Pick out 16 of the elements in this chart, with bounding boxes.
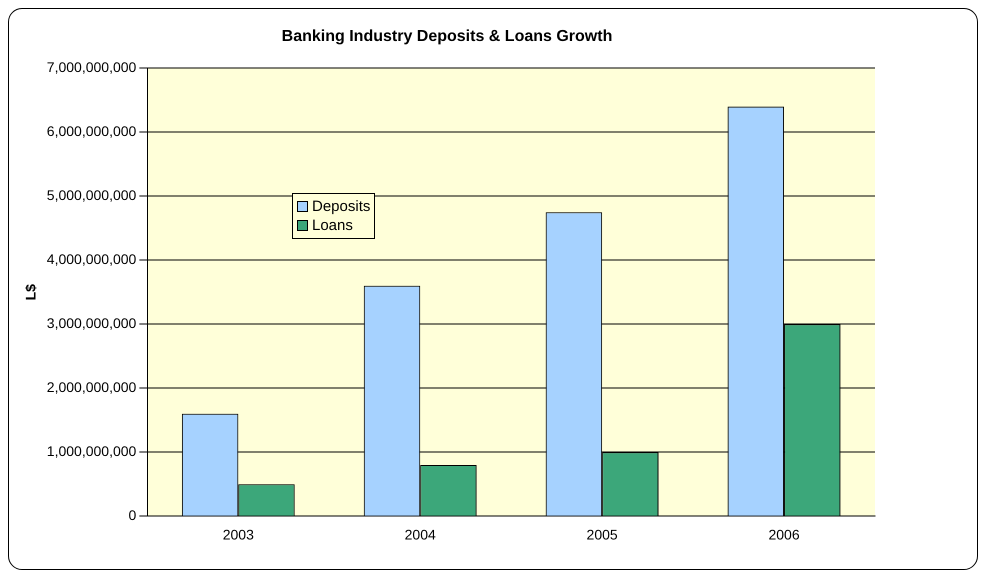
- x-tick-label: 2003: [222, 526, 254, 542]
- y-tick-label: 4,000,000,000: [46, 251, 137, 268]
- y-tick-label: 3,000,000,000: [46, 315, 137, 332]
- y-tick-label: 2,000,000,000: [46, 379, 137, 396]
- x-tick-label: 2004: [404, 526, 436, 542]
- legend-label: Deposits: [312, 198, 370, 215]
- y-tick-label: 0: [128, 507, 137, 524]
- y-tick-label: 5,000,000,000: [46, 187, 137, 204]
- x-tick-label: 2006: [768, 526, 800, 542]
- chart-title: Banking Industry Deposits & Loans Growth: [282, 28, 612, 46]
- y-tick-label: 7,000,000,000: [46, 59, 137, 76]
- y-axis-title: L$: [22, 284, 38, 300]
- y-tick-label: 6,000,000,000: [46, 123, 137, 140]
- y-tick-label: 1,000,000,000: [46, 443, 137, 460]
- x-tick-label: 2005: [586, 526, 618, 542]
- legend-label: Loans: [312, 217, 353, 234]
